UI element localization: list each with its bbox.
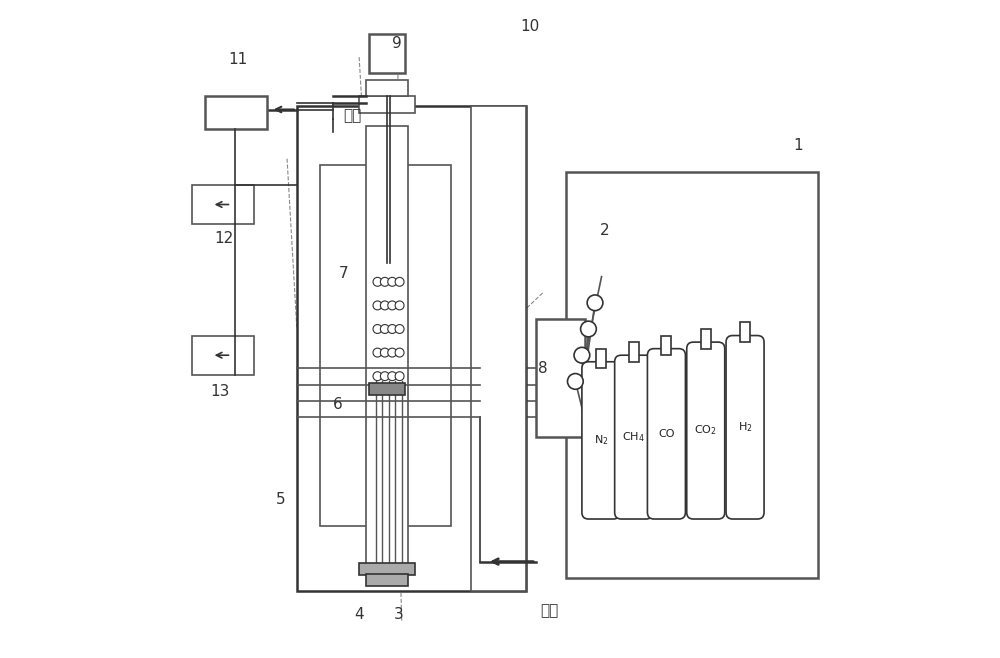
Circle shape [388, 301, 397, 310]
Bar [536, 319, 585, 437]
Bar [369, 383, 405, 395]
Circle shape [373, 301, 382, 310]
Circle shape [373, 372, 382, 380]
Bar [192, 185, 254, 224]
Circle shape [587, 295, 603, 311]
Text: 9: 9 [392, 36, 401, 51]
Text: 出气: 出气 [343, 109, 362, 124]
FancyBboxPatch shape [726, 336, 764, 519]
Text: H$_2$: H$_2$ [738, 420, 752, 434]
Text: 10: 10 [520, 19, 539, 34]
Bar [740, 322, 750, 342]
Text: 5: 5 [276, 492, 285, 507]
Circle shape [388, 324, 397, 334]
Text: CO$_2$: CO$_2$ [694, 424, 717, 438]
Circle shape [373, 278, 382, 286]
Text: 11: 11 [228, 51, 248, 66]
Bar [359, 563, 415, 574]
Bar [205, 96, 267, 129]
Text: 4: 4 [354, 607, 364, 622]
Text: 进气: 进气 [540, 603, 558, 619]
Circle shape [395, 372, 404, 380]
Circle shape [380, 372, 389, 380]
Bar [359, 96, 415, 113]
Text: 1: 1 [793, 138, 803, 153]
Bar [596, 349, 606, 368]
Bar [369, 34, 405, 74]
Circle shape [581, 321, 596, 337]
Bar [366, 574, 408, 586]
Text: 7: 7 [339, 266, 349, 281]
Text: N$_2$: N$_2$ [594, 434, 608, 447]
Text: 6: 6 [333, 397, 342, 412]
FancyBboxPatch shape [647, 349, 685, 519]
Circle shape [395, 278, 404, 286]
Circle shape [373, 324, 382, 334]
Circle shape [380, 278, 389, 286]
Circle shape [574, 347, 590, 363]
Text: 13: 13 [210, 384, 229, 399]
Circle shape [380, 324, 389, 334]
Circle shape [380, 301, 389, 310]
Circle shape [388, 278, 397, 286]
Bar [192, 336, 254, 375]
Text: CO: CO [658, 429, 675, 439]
Text: 3: 3 [394, 607, 403, 622]
Circle shape [395, 324, 404, 334]
Circle shape [388, 372, 397, 380]
Circle shape [567, 374, 583, 390]
Bar [701, 329, 711, 349]
Circle shape [395, 301, 404, 310]
Bar [629, 342, 639, 362]
Bar [366, 80, 408, 96]
Bar [566, 172, 818, 578]
Bar [366, 126, 408, 571]
FancyBboxPatch shape [687, 342, 725, 519]
Circle shape [373, 348, 382, 357]
Bar [297, 106, 526, 591]
Circle shape [388, 348, 397, 357]
Circle shape [395, 348, 404, 357]
FancyBboxPatch shape [582, 362, 620, 519]
FancyBboxPatch shape [615, 355, 653, 519]
Circle shape [380, 348, 389, 357]
Text: 12: 12 [214, 231, 233, 246]
Text: CH$_4$: CH$_4$ [622, 430, 645, 444]
Bar [661, 336, 671, 355]
Bar [471, 106, 526, 591]
Text: 2: 2 [600, 223, 610, 238]
Bar [320, 165, 451, 526]
Text: 8: 8 [538, 361, 547, 376]
